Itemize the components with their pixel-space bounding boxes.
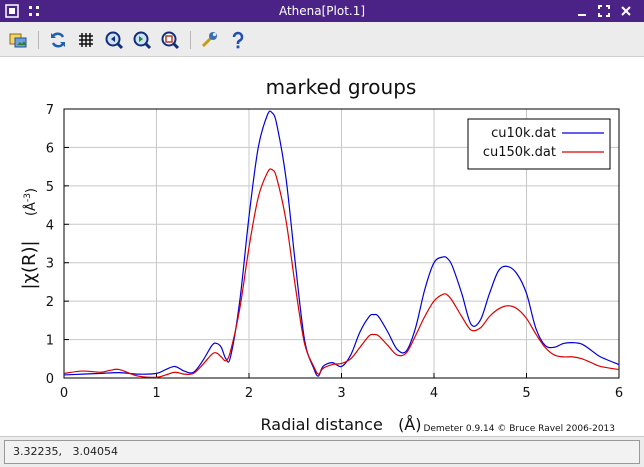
y-tick-label: 3 (46, 257, 54, 272)
pin-icon[interactable] (26, 3, 42, 19)
x-tick-label: 4 (430, 386, 438, 401)
zoom-fit-icon (161, 31, 180, 50)
help-button[interactable] (228, 30, 248, 50)
refresh-icon (51, 32, 65, 48)
chart-title: marked groups (266, 75, 417, 99)
x-tick-label: 6 (615, 386, 623, 401)
minimize-icon[interactable] (574, 3, 590, 19)
y-tick-label: 6 (46, 141, 54, 156)
status-bar: 3.32235, 3.04054 (0, 436, 644, 467)
legend-label-series-1: cu10k.dat (491, 126, 556, 141)
legend: cu10k.dat cu150k.dat (467, 118, 611, 170)
y-tick-label: 7 (46, 103, 54, 118)
y-axis-unit: (Å-3) (23, 188, 39, 216)
y-tick-label: 4 (46, 218, 54, 233)
save-image-button[interactable] (8, 30, 28, 50)
legend-label-series-2: cu150k.dat (483, 145, 556, 160)
title-bar[interactable]: Athena[Plot.1] (0, 0, 644, 22)
grid-toggle-button[interactable] (76, 30, 96, 50)
y-tick-label: 1 (46, 334, 54, 349)
plot-area[interactable]: marked groups 0 1 2 3 4 5 6 0 1 2 3 4 5 6 7 cu10k.dat … (0, 57, 644, 436)
x-tick-label: 0 (60, 386, 68, 401)
zoom-in-button[interactable] (104, 30, 124, 50)
zoom-out-button[interactable] (132, 30, 152, 50)
app-menu-icon[interactable] (4, 3, 20, 19)
axis-ticks: 0 1 2 3 4 5 6 0 1 2 3 4 5 6 7 (46, 103, 623, 401)
close-icon[interactable] (618, 3, 634, 19)
toolbar-separator (38, 31, 39, 49)
y-axis-label: |χ(R)| (19, 240, 40, 289)
grid-icon (79, 33, 93, 47)
footer-credit: Demeter 0.9.14 © Bruce Ravel 2006-2013 (423, 424, 615, 434)
x-tick-label: 1 (152, 386, 160, 401)
y-tick-label: 5 (46, 180, 54, 195)
help-icon (232, 31, 244, 49)
configure-button[interactable] (200, 30, 220, 50)
zoom-out-icon (133, 31, 152, 50)
series-group (63, 110, 620, 378)
y-tick-label: 0 (46, 372, 54, 387)
x-axis-label: Radial distance (Å) (261, 415, 422, 434)
series-line-1 (63, 110, 620, 377)
x-tick-label: 5 (522, 386, 530, 401)
save-image-icon (9, 33, 27, 48)
maximize-icon[interactable] (596, 3, 612, 19)
chart-canvas[interactable]: marked groups 0 1 2 3 4 5 6 0 1 2 3 4 5 6 7 cu10k.dat … (0, 57, 644, 436)
wrench-icon (201, 32, 217, 48)
zoom-in-icon (105, 31, 124, 50)
legend-box (467, 118, 611, 170)
refresh-button[interactable] (48, 30, 68, 50)
grid-lines (64, 109, 619, 378)
toolbar (0, 22, 644, 57)
cursor-coordinates: 3.32235, 3.04054 (13, 445, 118, 458)
toolbar-separator (190, 31, 191, 49)
x-tick-label: 2 (245, 386, 253, 401)
window-title: Athena[Plot.1] (278, 4, 366, 18)
x-tick-label: 3 (337, 386, 345, 401)
series-line-2 (63, 168, 620, 378)
y-tick-label: 2 (46, 295, 54, 310)
zoom-fit-button[interactable] (160, 30, 180, 50)
status-field: 3.32235, 3.04054 (4, 440, 640, 464)
